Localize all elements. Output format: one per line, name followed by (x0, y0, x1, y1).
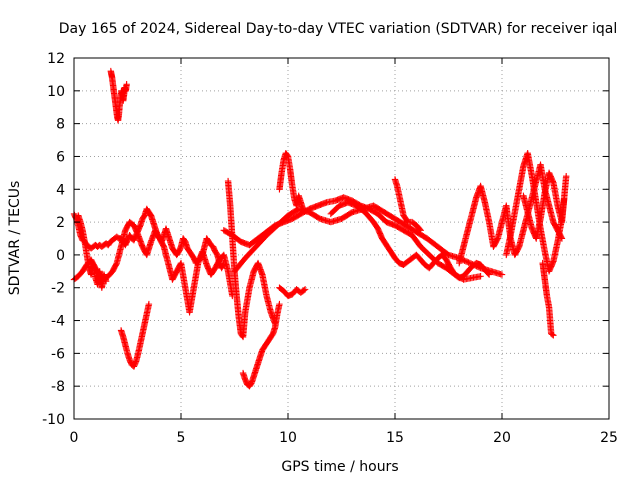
data-point (300, 286, 308, 294)
x-tick-label: 10 (279, 430, 297, 446)
x-tick-label: 5 (177, 430, 186, 446)
y-tick-label: 2 (56, 215, 65, 231)
y-tick-label: -10 (42, 412, 65, 428)
data-point (276, 300, 283, 308)
y-tick-label: 6 (56, 149, 65, 165)
data-point (416, 226, 424, 233)
data-point (485, 270, 492, 277)
x-tick-label: 25 (600, 430, 618, 446)
data-points (70, 67, 570, 390)
y-tick-label: -8 (51, 379, 65, 395)
y-tick-label: -4 (51, 314, 65, 330)
chart-title: Day 165 of 2024, Sidereal Day-to-day VTE… (59, 21, 617, 37)
data-point (299, 205, 307, 213)
data-point (485, 271, 493, 278)
y-tick-label: 0 (56, 248, 65, 264)
data-point (549, 331, 556, 338)
axis-ticks (73, 57, 610, 420)
y-axis-label: SDTVAR / TECUs (7, 181, 23, 296)
y-tick-labels: -10 -8 -6 -4 -2 0 2 4 6 8 10 12 (42, 51, 65, 428)
data-point (417, 227, 424, 234)
y-tick-label: -6 (51, 346, 65, 362)
y-tick-label: -2 (51, 281, 65, 297)
x-tick-label: 20 (493, 430, 511, 446)
x-tick-label: 15 (386, 430, 404, 446)
y-tick-label: 4 (56, 182, 65, 198)
data-point (498, 271, 506, 278)
data-point (550, 332, 557, 339)
data-point (145, 300, 153, 308)
plot-frame (73, 57, 610, 420)
data-point (477, 273, 484, 280)
y-tick-label: 12 (47, 51, 65, 67)
data-point (563, 172, 570, 180)
x-tick-labels: 0 5 10 15 20 25 (70, 430, 618, 446)
data-point (123, 81, 130, 88)
data-point (102, 277, 110, 285)
y-tick-label: 8 (56, 117, 65, 133)
y-tick-label: 10 (47, 84, 65, 100)
x-tick-label: 0 (70, 430, 79, 446)
x-axis-label: GPS time / hours (281, 459, 398, 475)
data-point (301, 286, 309, 293)
